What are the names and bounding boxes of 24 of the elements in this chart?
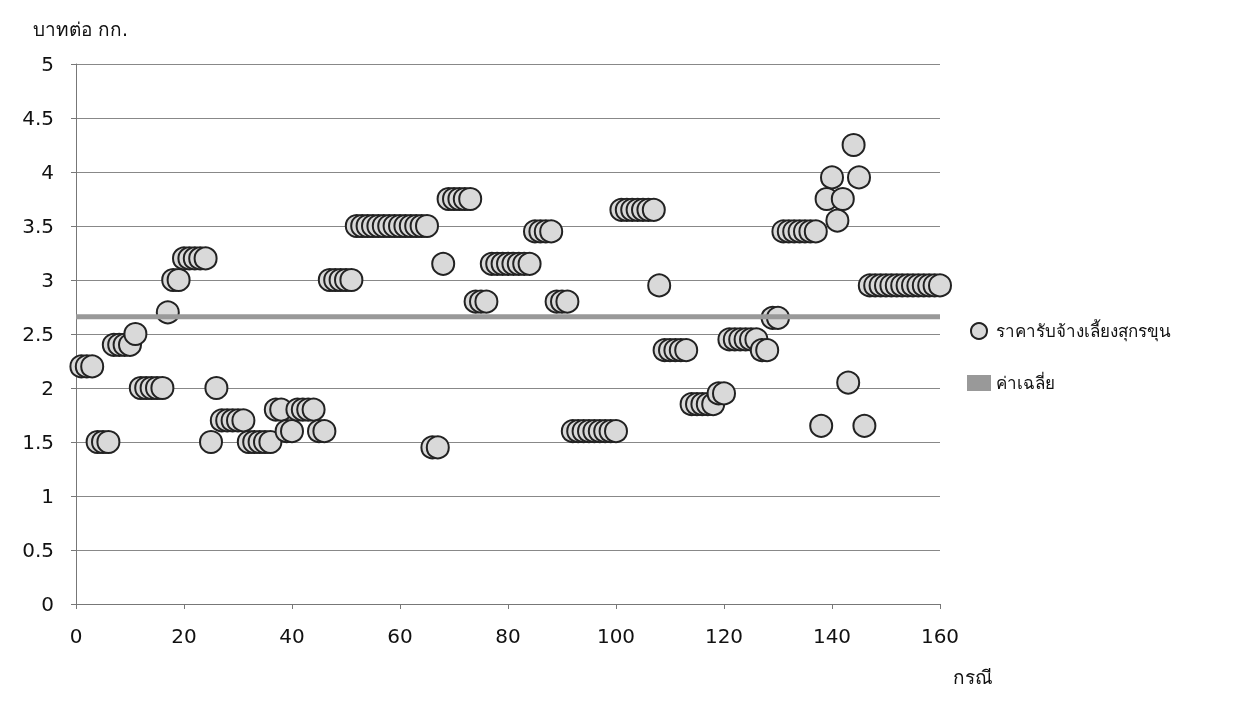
y-tick-label: 2	[41, 376, 54, 400]
y-tick-label: 0.5	[22, 538, 54, 562]
y-tick-label: 1.5	[22, 430, 54, 454]
y-tick-label: 0	[41, 592, 54, 616]
y-tick-label: 5	[41, 52, 54, 76]
y-tick-label: 2.5	[22, 322, 54, 346]
y-tick-label: 4	[41, 160, 54, 184]
x-tick-label: 60	[387, 624, 413, 648]
x-tick-label: 40	[279, 624, 305, 648]
x-tick-label: 80	[495, 624, 521, 648]
x-tick-label: 20	[171, 624, 197, 648]
x-tick-label: 0	[69, 624, 83, 648]
x-tick-label: 160	[920, 624, 960, 648]
legend-label: ราคารับจ้างเลี้ยงสุกรขุน	[996, 319, 1171, 342]
x-axis-title: กรณี	[953, 665, 993, 688]
legend-label: ค่าเฉลี่ย	[996, 371, 1055, 393]
y-tick-label: 4.5	[22, 106, 54, 130]
y-tick-label: 1	[41, 484, 54, 508]
x-tick-label: 120	[704, 624, 744, 648]
y-tick-label: 3	[41, 268, 54, 292]
x-tick-label: 140	[812, 624, 852, 648]
y-axis-title: บาทต่อ กก.	[33, 17, 129, 40]
y-tick-label: 3.5	[22, 214, 54, 238]
x-tick-label: 100	[596, 624, 636, 648]
